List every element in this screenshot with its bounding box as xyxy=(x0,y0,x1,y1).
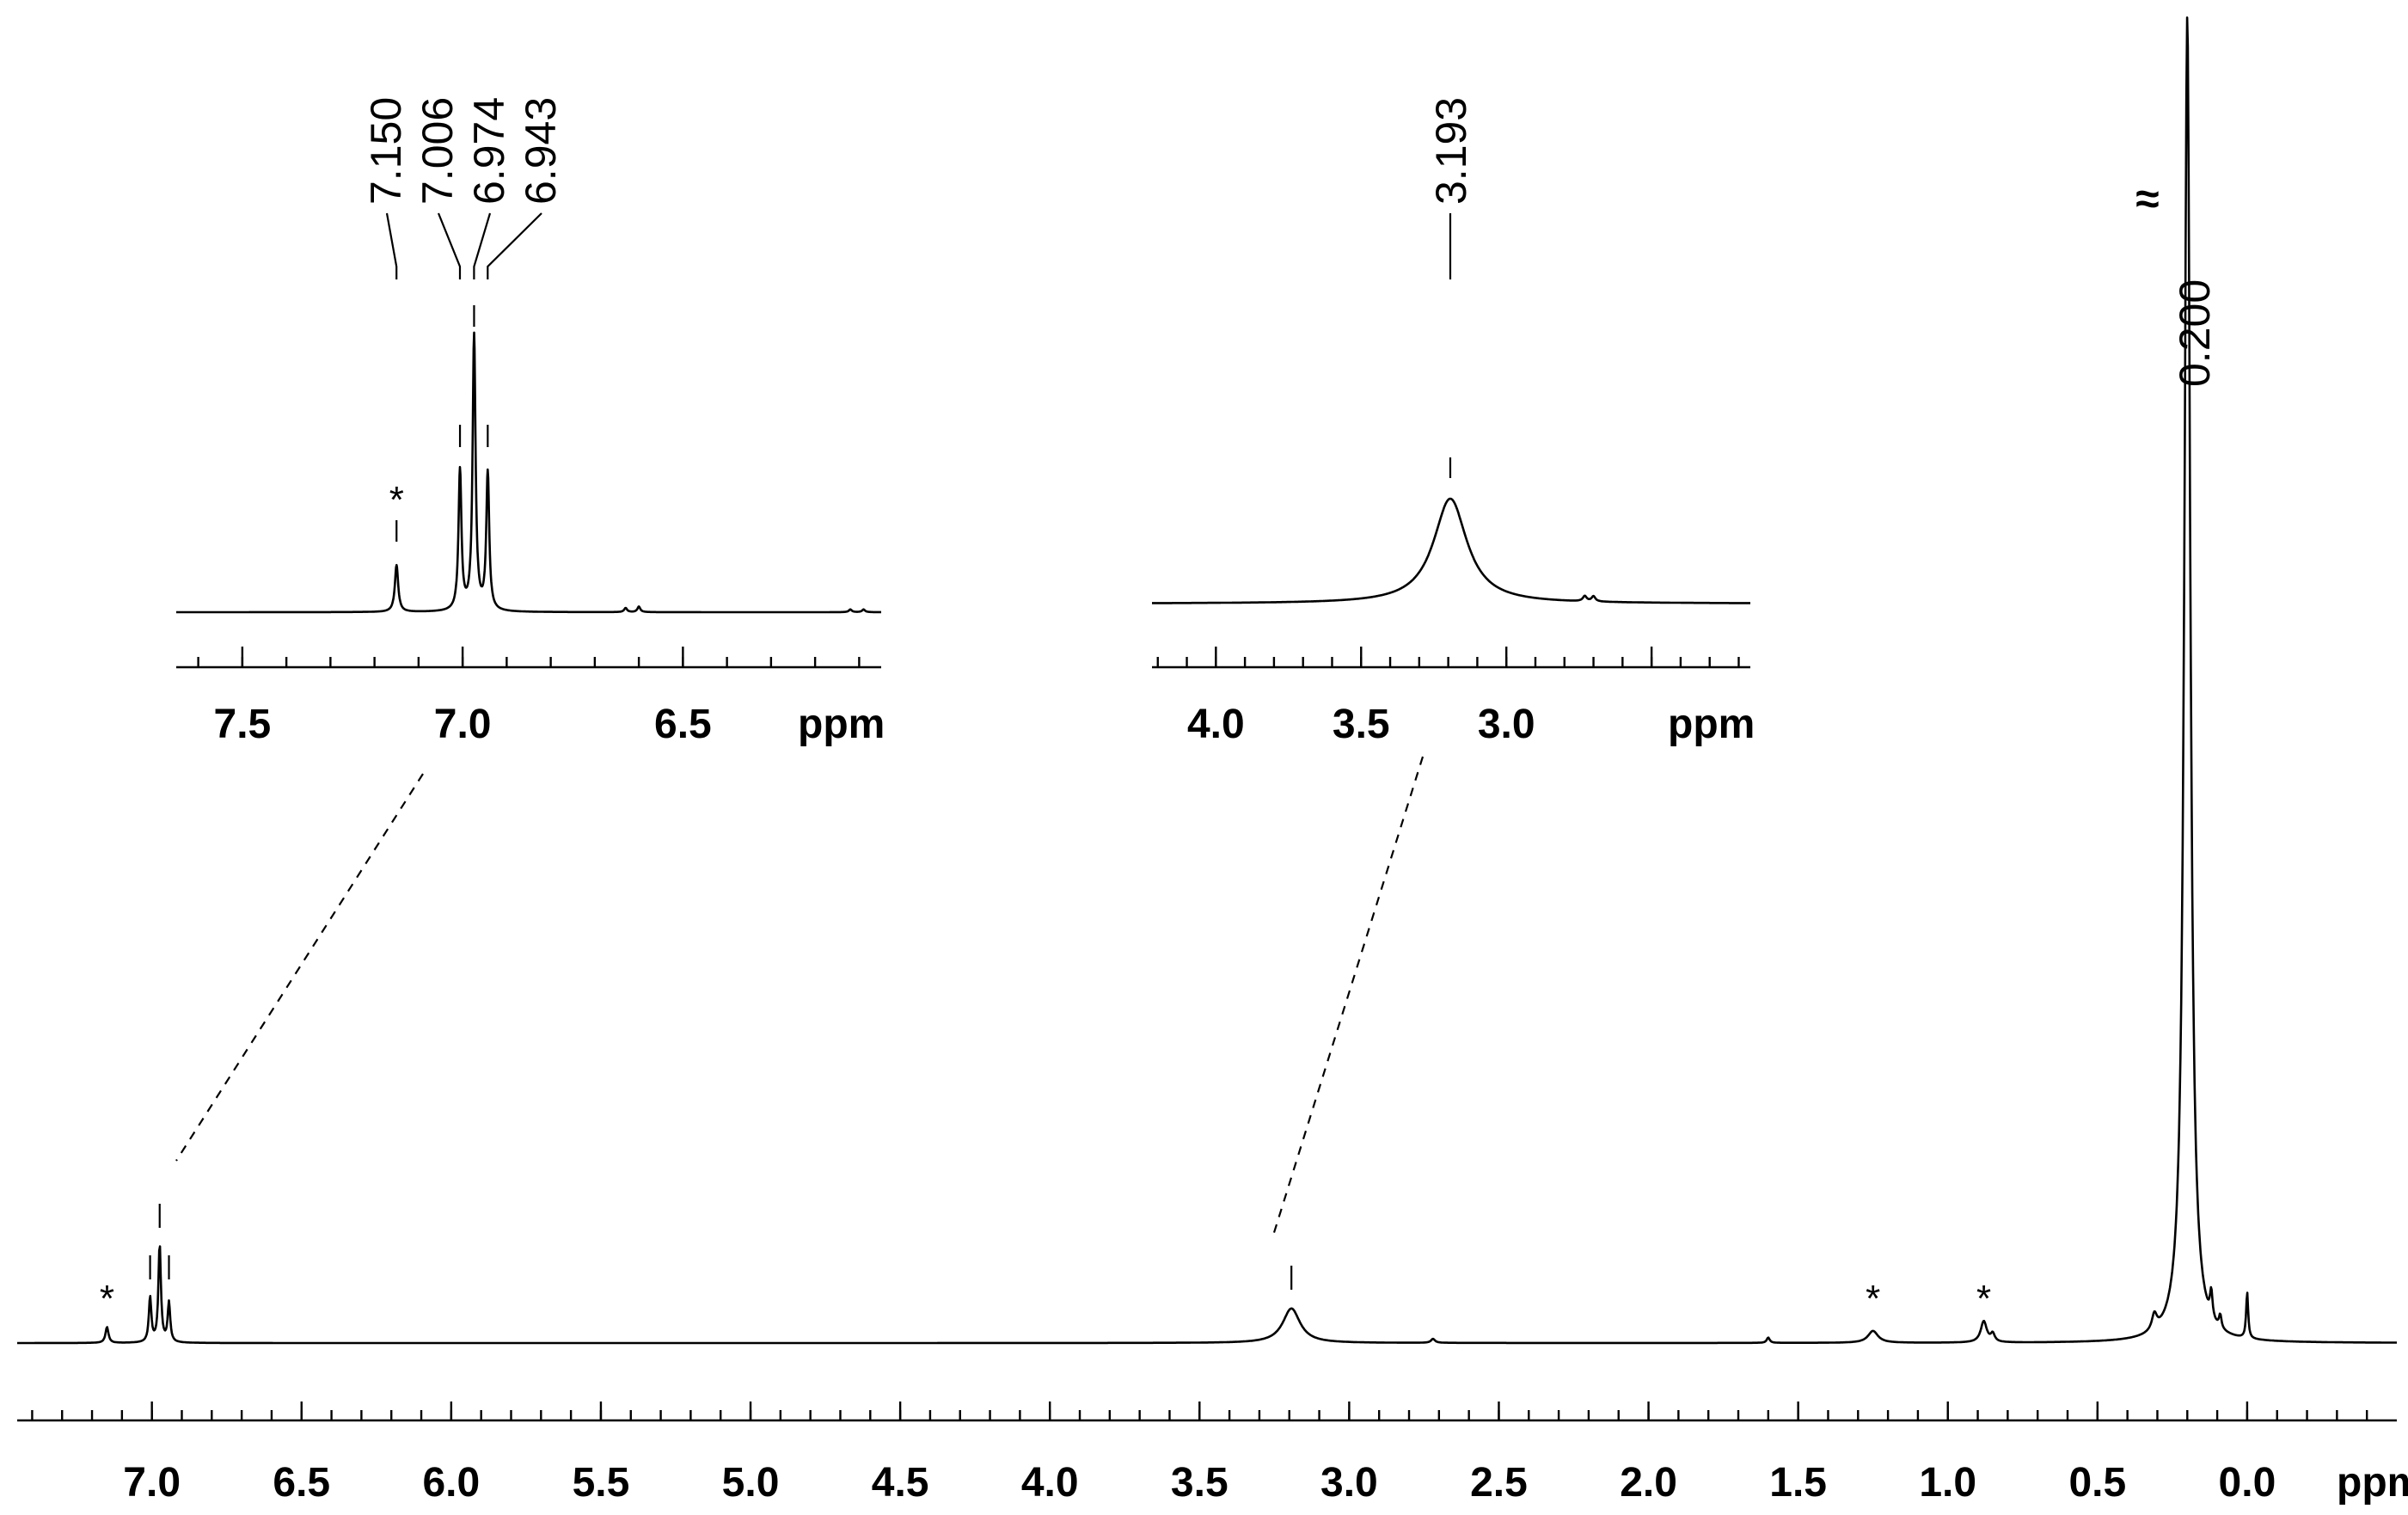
main-tick-label: 4.5 xyxy=(872,1460,929,1506)
main-tick-label: 4.0 xyxy=(1021,1460,1079,1506)
inset-aromatic-ticks xyxy=(197,647,861,667)
inset-aromatic-peak-label: 6.943 xyxy=(517,97,565,205)
inset-aliphatic-guide-line xyxy=(1271,756,1425,1239)
main-tick-label: 0.0 xyxy=(2219,1460,2276,1506)
inset-aromatic-markers: * xyxy=(389,305,489,542)
inset-aliphatic-ticks xyxy=(1156,647,1740,667)
main-peak-markers: * * * xyxy=(100,1204,1991,1320)
inset-aromatic-peak-label: 7.150 xyxy=(362,97,410,205)
inset-aliphatic-unit: ppm xyxy=(1668,702,1755,747)
inset-aliphatic-tick-label: 3.0 xyxy=(1478,702,1535,747)
main-peak-label-0-200: 0.200 xyxy=(2171,279,2219,387)
main-tick-label: 6.0 xyxy=(422,1460,480,1506)
inset-aromatic-guide-line xyxy=(175,773,424,1162)
main-tick-label: 1.5 xyxy=(1769,1460,1827,1506)
inset-aliphatic-trace xyxy=(1151,497,1751,604)
main-major-ticks xyxy=(150,1402,2249,1420)
peak-break: ≈ xyxy=(2125,155,2170,232)
main-spectrum-trace xyxy=(16,16,2398,1345)
inset-aromatic-leader-line xyxy=(487,212,542,279)
main-tick-label: 1.0 xyxy=(1919,1460,1976,1506)
main-tick-label: 7.0 xyxy=(123,1460,181,1506)
main-tick-label: 3.0 xyxy=(1320,1460,1378,1506)
main-tick-label: 2.0 xyxy=(1620,1460,1677,1506)
main-tick-label: 0.5 xyxy=(2068,1460,2126,1506)
inset-aromatic-tick-label: 7.5 xyxy=(214,702,272,747)
main-impurity-star: * xyxy=(100,1278,114,1320)
inset-aromatic-tick-labels: 7.5 7.0 6.5 xyxy=(214,702,712,747)
main-x-axis-unit: ppm xyxy=(2337,1460,2408,1506)
main-tick-label: 5.5 xyxy=(573,1460,630,1506)
inset-aromatic-trace xyxy=(175,331,882,614)
inset-aromatic-leader-line xyxy=(437,212,462,279)
inset-aliphatic-tick-label: 4.0 xyxy=(1187,702,1245,747)
inset-aromatic: 7.5 7.0 6.5 ppm * 7.150 7.006 6.974 6.943 xyxy=(175,97,885,747)
inset-aliphatic: 4.0 3.5 3.0 ppm 3.193 xyxy=(1151,97,1755,747)
main-tick-labels: 7.0 6.5 6.0 5.5 5.0 4.5 4.0 3.5 3.0 2.5 2.0 1.5 1.0 0… xyxy=(123,1460,2276,1506)
inset-aliphatic-tick-labels: 4.0 3.5 3.0 xyxy=(1187,702,1535,747)
inset-aromatic-tick-label: 6.5 xyxy=(654,702,712,747)
peak-break-gap xyxy=(2125,155,2170,232)
main-x-axis: 7.0 6.5 6.0 5.5 5.0 4.5 4.0 3.5 3.0 2.5 2.0 1.5 1.0 0… xyxy=(17,1402,2408,1506)
inset-aromatic-unit: ppm xyxy=(798,702,885,747)
main-impurity-star: * xyxy=(1866,1278,1880,1320)
inset-aromatic-leader-line xyxy=(385,212,398,279)
inset-aliphatic-tick-label: 3.5 xyxy=(1333,702,1390,747)
inset-aromatic-peak-labels: 7.150 7.006 6.974 6.943 xyxy=(362,97,565,205)
inset-aromatic-peak-label: 7.006 xyxy=(414,97,462,205)
break-symbol: ≈ xyxy=(2135,175,2159,223)
main-impurity-star: * xyxy=(1976,1278,1991,1320)
main-tick-label: 5.0 xyxy=(722,1460,780,1506)
inset-aliphatic-peak-label: 3.193 xyxy=(1427,97,1475,205)
main-tick-label: 2.5 xyxy=(1470,1460,1528,1506)
main-tick-label: 3.5 xyxy=(1171,1460,1229,1506)
inset-aliphatic-peak-labels: 3.193 xyxy=(1427,97,1475,205)
inset-aromatic-leader-line xyxy=(473,212,492,279)
inset-aromatic-impurity-star: * xyxy=(389,479,404,521)
main-tick-label: 6.5 xyxy=(273,1460,330,1506)
inset-aromatic-tick-label: 7.0 xyxy=(434,702,492,747)
inset-aromatic-leader-lines xyxy=(385,212,542,279)
inset-aromatic-peak-label: 6.974 xyxy=(465,97,513,205)
